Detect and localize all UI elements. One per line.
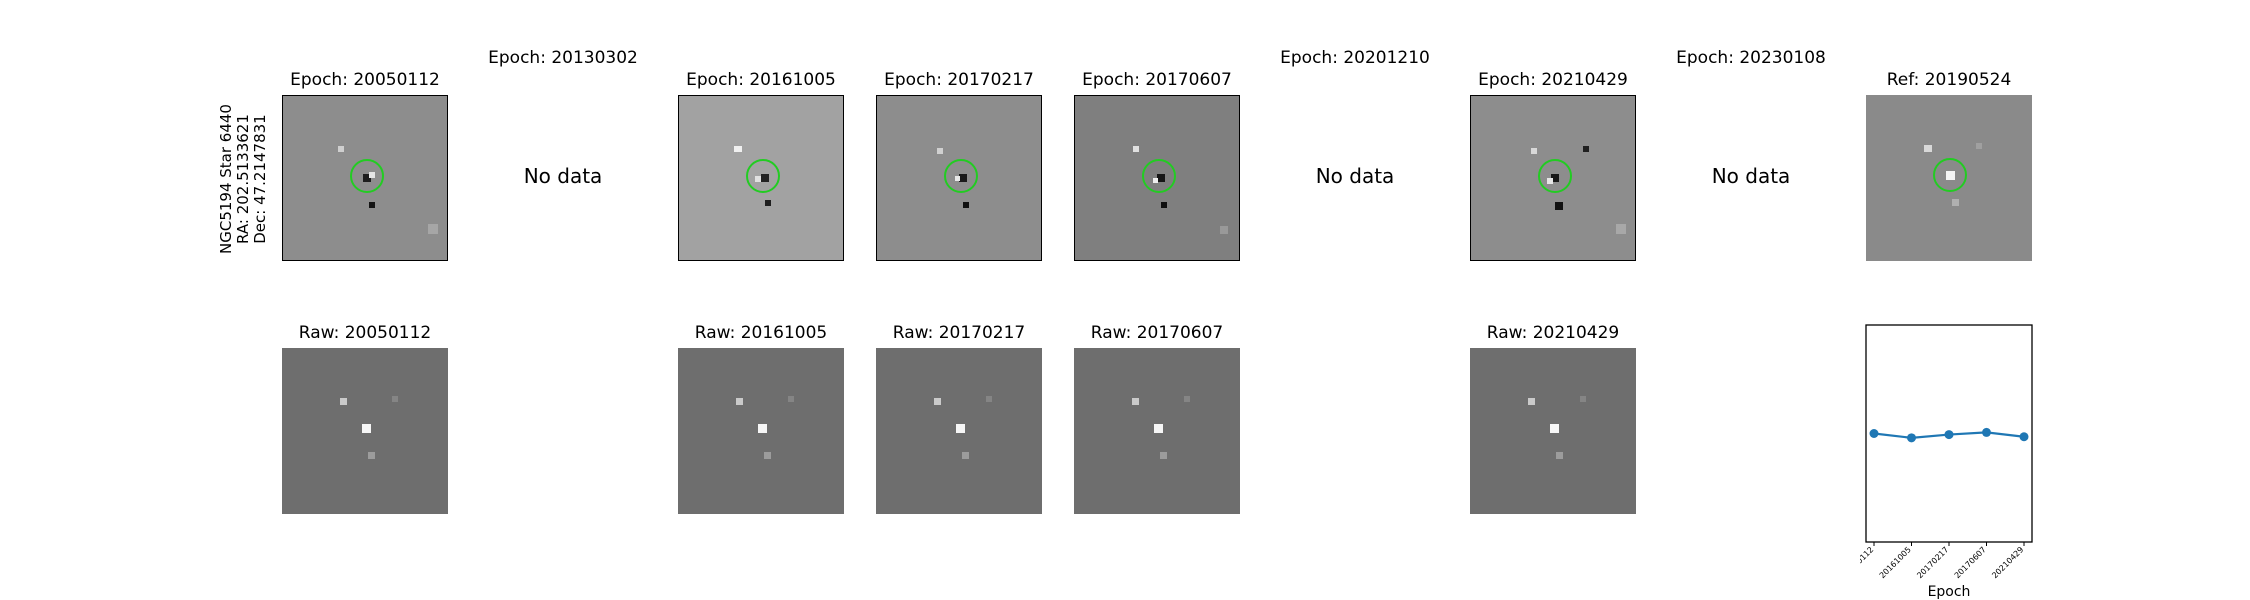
x-axis-label: Epoch xyxy=(1928,584,1971,600)
no-data-label-3: No data xyxy=(1712,164,1791,188)
epoch-title-4: Epoch: 20170217 xyxy=(884,70,1034,90)
target-name: NGC5194 Star 6440 xyxy=(218,104,235,254)
epoch-title-8: Epoch: 20230108 xyxy=(1676,48,1826,68)
target-info-label: NGC5194 Star 6440 RA: 202.5133621 Dec: 4… xyxy=(218,104,269,254)
raw-image-3 xyxy=(876,348,1042,514)
difference-image-1 xyxy=(282,95,448,261)
x-tick-label: 20210429 xyxy=(1990,545,2025,580)
difference-image-4 xyxy=(1074,95,1240,261)
data-point xyxy=(1945,430,1954,439)
x-tick-label: 20050112 xyxy=(1860,545,1875,580)
raw-title-4: Raw: 20170607 xyxy=(1091,323,1224,343)
raw-title-3: Raw: 20170217 xyxy=(893,323,1026,343)
raw-title-2: Raw: 20161005 xyxy=(695,323,828,343)
difference-image-3 xyxy=(876,95,1042,261)
raw-title-1: Raw: 20050112 xyxy=(299,323,432,343)
x-tick-label: 20170607 xyxy=(1953,545,1988,580)
epoch-title-5: Epoch: 20170607 xyxy=(1082,70,1232,90)
data-point xyxy=(1870,429,1879,438)
reference-title: Ref: 20190524 xyxy=(1887,70,2012,90)
difference-image-2 xyxy=(678,95,844,261)
raw-image-4 xyxy=(1074,348,1240,514)
data-point xyxy=(1982,428,1991,437)
difference-image-5 xyxy=(1470,95,1636,261)
epoch-title-2: Epoch: 20130302 xyxy=(488,48,638,68)
epoch-title-6: Epoch: 20201210 xyxy=(1280,48,1430,68)
raw-image-5 xyxy=(1470,348,1636,514)
data-point xyxy=(2020,432,2029,441)
target-dec: Dec: 47.2147831 xyxy=(252,104,269,254)
x-tick-label: 20161005 xyxy=(1878,545,1913,580)
epoch-title-7: Epoch: 20210429 xyxy=(1478,70,1628,90)
data-point xyxy=(1907,433,1916,442)
no-data-label-1: No data xyxy=(524,164,603,188)
x-tick-label: 20170217 xyxy=(1915,545,1950,580)
epoch-title-1: Epoch: 20050112 xyxy=(290,70,440,90)
target-ra: RA: 202.5133621 xyxy=(235,104,252,254)
raw-flux-chart: 20050112 20161005 20170217 20170607 20210429… xyxy=(1860,320,2090,600)
raw-image-2 xyxy=(678,348,844,514)
raw-image-1 xyxy=(282,348,448,514)
raw-title-5: Raw: 20210429 xyxy=(1487,323,1620,343)
reference-image xyxy=(1866,95,2032,261)
epoch-title-3: Epoch: 20161005 xyxy=(686,70,836,90)
no-data-label-2: No data xyxy=(1316,164,1395,188)
